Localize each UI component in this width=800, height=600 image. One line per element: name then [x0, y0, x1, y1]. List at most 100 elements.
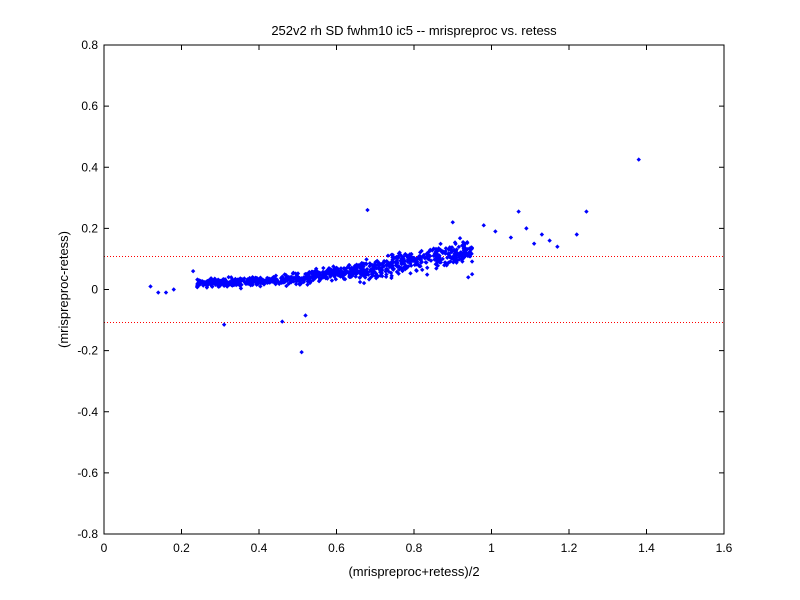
data-point	[636, 157, 641, 162]
x-tick-label: 1	[488, 541, 495, 555]
data-point	[516, 209, 521, 214]
data-point	[462, 252, 467, 258]
data-point	[457, 253, 462, 258]
data-point	[195, 284, 200, 290]
data-point	[331, 264, 336, 269]
data-point	[214, 279, 220, 285]
data-point	[341, 272, 346, 277]
x-tick-label: 0.8	[406, 541, 423, 555]
data-point	[314, 266, 319, 271]
data-point	[469, 259, 475, 264]
data-point	[336, 273, 342, 278]
data-point	[438, 241, 443, 247]
data-point	[303, 313, 308, 318]
data-point	[346, 270, 352, 275]
data-point	[362, 267, 367, 273]
data-point	[539, 232, 545, 237]
data-point	[460, 259, 465, 264]
data-point	[284, 283, 289, 289]
y-tick-label: 0.6	[81, 99, 98, 113]
data-point	[469, 245, 475, 251]
data-point	[424, 272, 430, 277]
data-point	[363, 272, 369, 277]
data-point	[401, 258, 407, 263]
data-point	[217, 278, 222, 283]
data-point	[395, 264, 400, 269]
data-point	[293, 275, 298, 281]
data-point	[443, 246, 449, 251]
data-point	[445, 255, 450, 260]
x-tick-label: 0	[101, 541, 108, 555]
data-point	[349, 265, 355, 270]
data-points	[148, 157, 641, 355]
data-point	[386, 269, 392, 274]
data-point	[434, 256, 439, 262]
data-point	[210, 284, 215, 289]
data-point	[311, 274, 317, 280]
data-point	[247, 276, 252, 281]
data-point	[221, 278, 227, 283]
data-point	[423, 260, 428, 265]
y-tick-label: 0.4	[81, 160, 98, 174]
data-point	[329, 278, 335, 283]
data-point	[338, 266, 344, 271]
data-point	[221, 322, 227, 327]
data-point	[408, 271, 413, 276]
y-tick-label: 0.8	[81, 38, 98, 52]
data-point	[370, 270, 376, 276]
data-point	[243, 281, 249, 287]
data-point	[417, 253, 422, 259]
data-point	[467, 246, 472, 251]
data-point	[390, 259, 396, 265]
y-tick-label: 0	[91, 283, 98, 297]
data-point	[364, 261, 369, 266]
data-point	[508, 235, 514, 240]
data-point	[306, 274, 312, 279]
data-point	[481, 223, 486, 228]
data-point	[444, 261, 450, 266]
data-point	[279, 278, 284, 283]
data-point	[547, 238, 552, 243]
data-point	[469, 272, 475, 277]
data-point	[425, 265, 430, 270]
x-tick-label: 1.6	[716, 541, 733, 555]
data-point	[453, 241, 458, 247]
y-tick-label: 0.2	[81, 221, 98, 235]
y-tick-label: -0.2	[77, 344, 98, 358]
data-point	[305, 282, 310, 287]
data-point	[293, 281, 299, 287]
data-point	[425, 252, 430, 257]
data-point	[372, 261, 378, 267]
data-point	[208, 279, 214, 284]
data-point	[376, 263, 381, 268]
data-point	[435, 252, 440, 257]
data-point	[394, 269, 400, 275]
data-point	[446, 251, 451, 256]
data-point	[349, 267, 355, 273]
data-point	[284, 274, 290, 280]
data-point	[405, 264, 410, 269]
data-point	[414, 268, 419, 274]
data-point	[156, 290, 161, 295]
y-tick-label: -0.4	[77, 405, 98, 419]
data-point	[531, 241, 537, 246]
data-point	[381, 260, 387, 265]
data-point	[462, 249, 467, 254]
data-point	[389, 273, 394, 279]
data-point	[455, 258, 460, 263]
data-point	[374, 258, 380, 264]
data-point	[254, 282, 259, 287]
data-point	[584, 209, 589, 214]
data-point	[356, 264, 362, 269]
y-axis-ticks: 0.8 0.6 0.4 0.2 0 -0.2 -0.4 -0.6 -0.8	[77, 38, 724, 541]
data-point	[464, 240, 470, 246]
data-point	[262, 279, 267, 284]
data-point	[366, 277, 372, 282]
data-point	[379, 270, 384, 275]
data-point	[347, 262, 352, 268]
data-point	[555, 244, 560, 249]
x-tick-label: 0.4	[251, 541, 268, 555]
data-point	[307, 271, 313, 276]
data-point	[190, 268, 196, 274]
